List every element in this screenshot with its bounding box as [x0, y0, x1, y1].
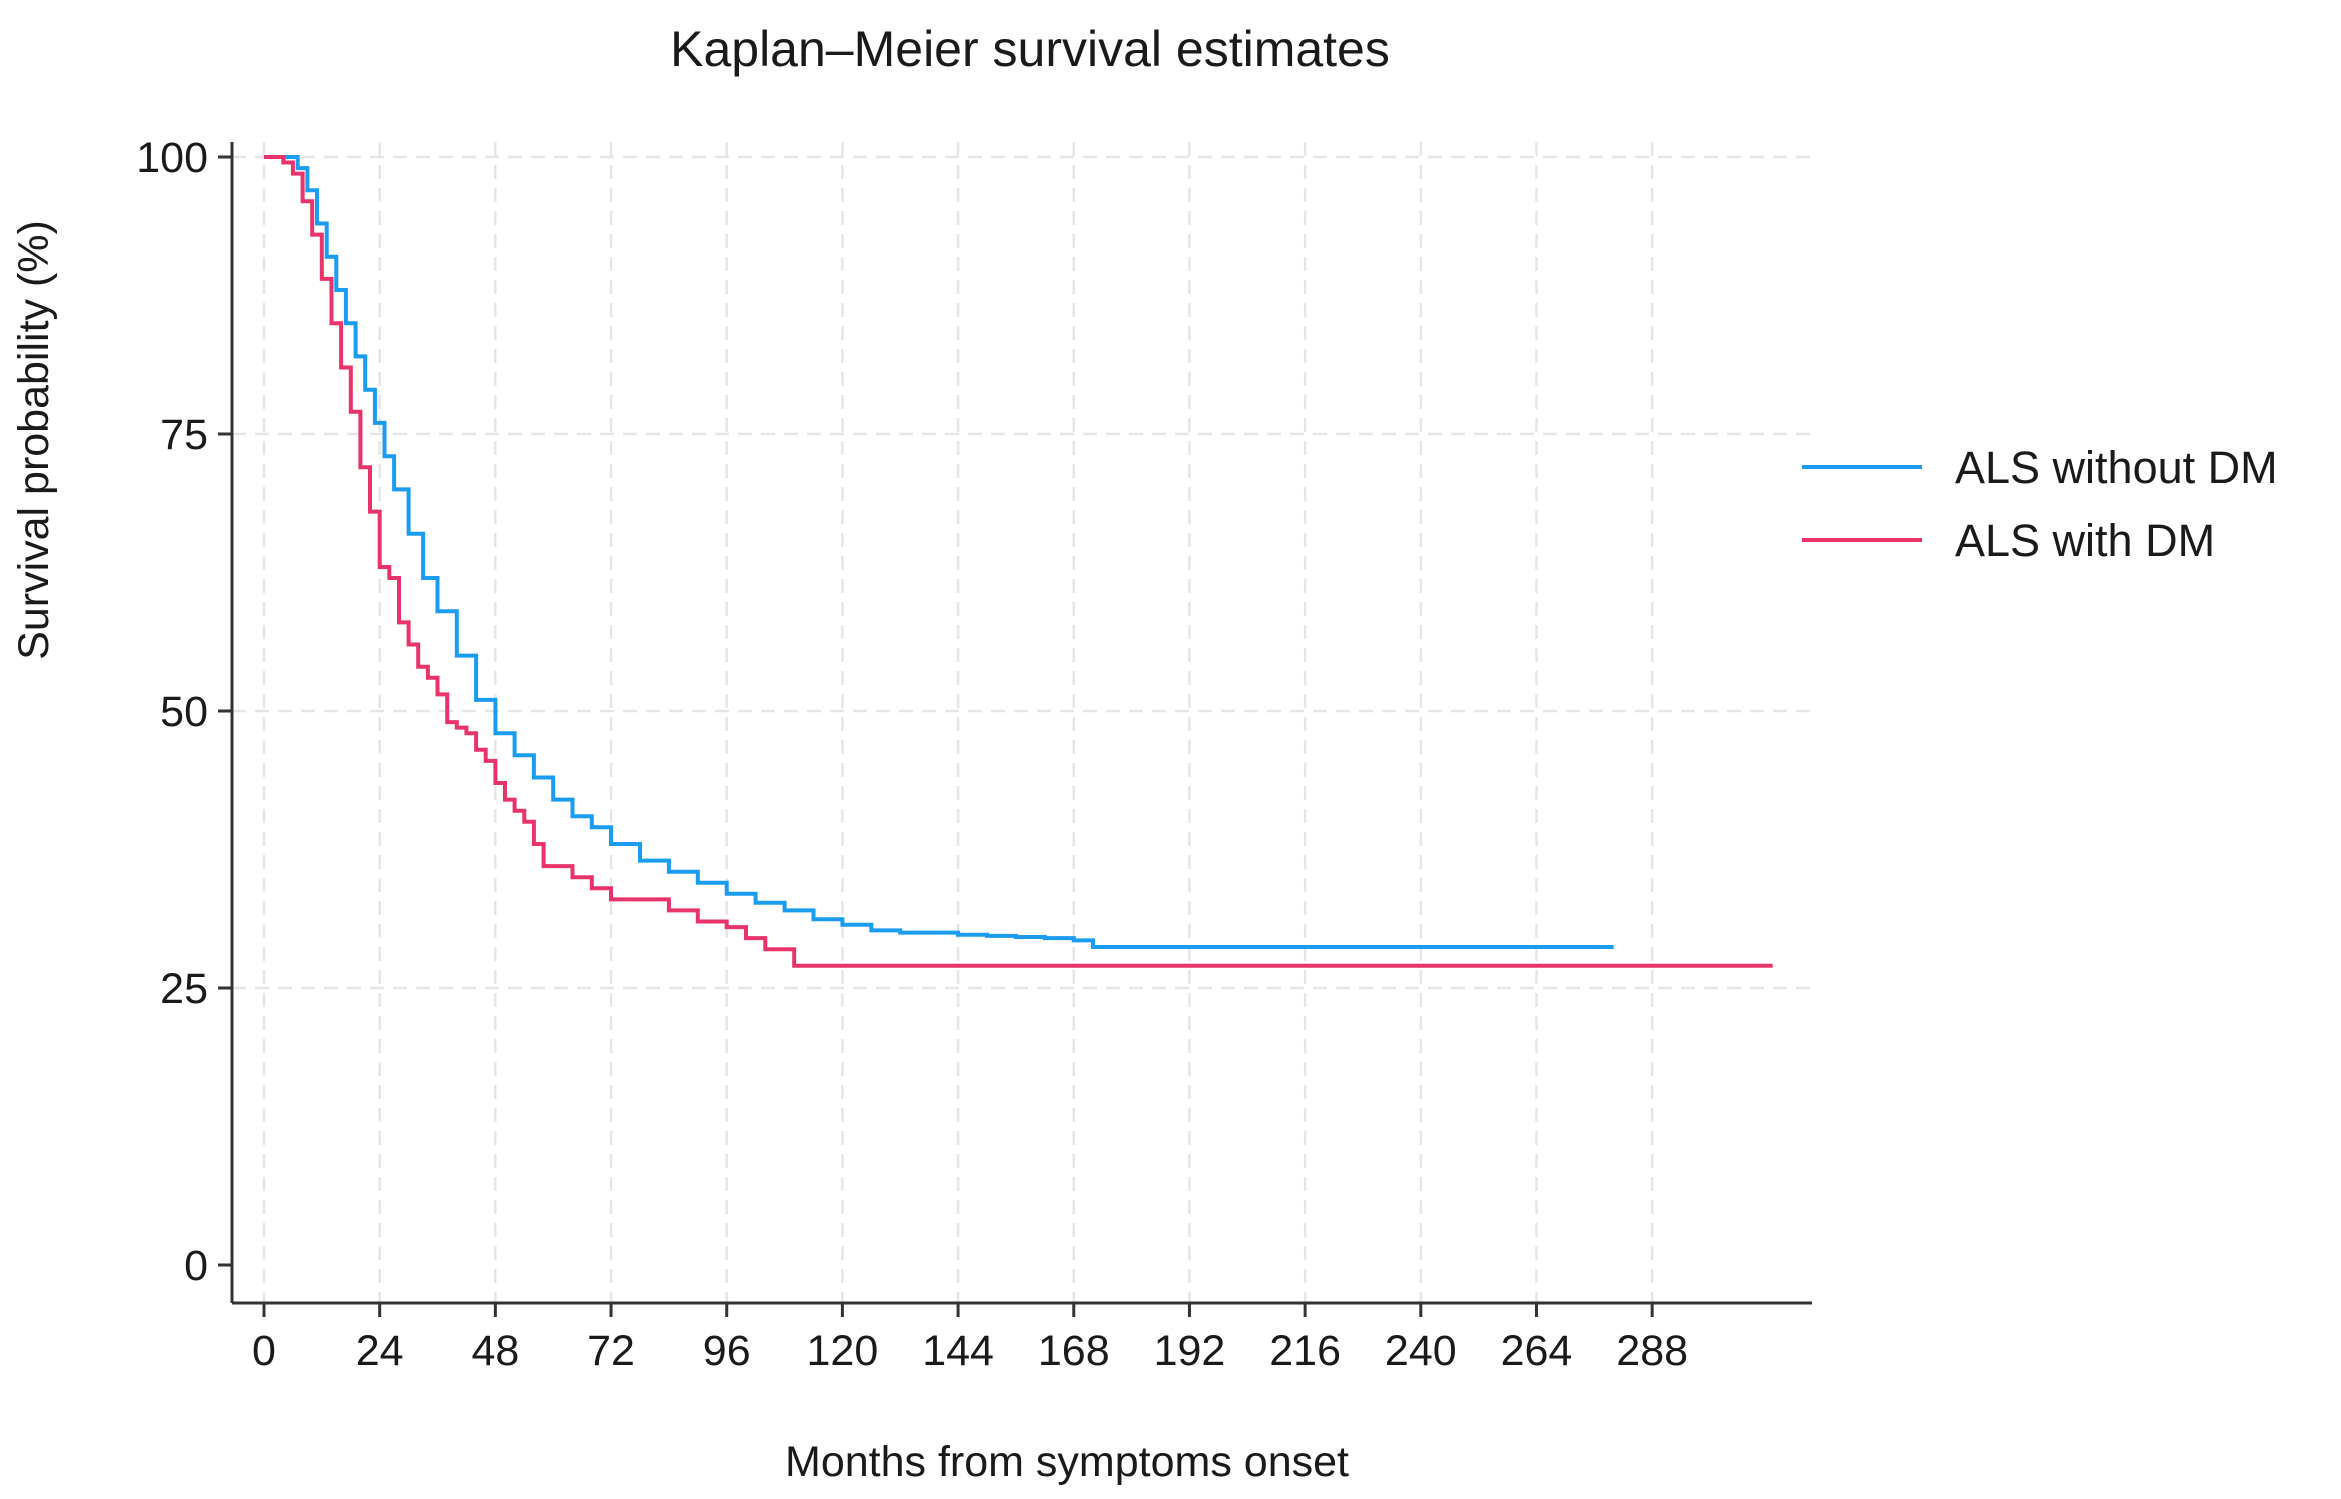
y-tick-label: 75: [160, 411, 208, 459]
legend-label: ALS without DM: [1955, 442, 2278, 493]
x-tick-label: 240: [1385, 1327, 1457, 1375]
y-tick-label: 50: [160, 688, 208, 736]
x-tick-label: 144: [922, 1327, 994, 1375]
x-tick-label: 24: [356, 1327, 404, 1375]
y-tick-label: 100: [136, 134, 208, 182]
x-tick-label: 216: [1269, 1327, 1341, 1375]
x-tick-label: 288: [1616, 1327, 1688, 1375]
series-line-als-with-dm: [264, 155, 1773, 968]
series: [264, 155, 1773, 968]
x-axis-ticks: 0 24 48 72 96 120 144 168 192 216 240 264 288: [252, 1303, 1688, 1375]
x-tick-label: 48: [471, 1327, 519, 1375]
x-tick-label: 120: [807, 1327, 879, 1375]
x-axis-label: Months from symptoms onset: [785, 1438, 1349, 1486]
legend: ALS without DM ALS with DM: [1802, 442, 2278, 566]
y-tick-label: 25: [160, 965, 208, 1013]
series-line-als-without-dm: [264, 155, 1614, 949]
x-tick-label: 72: [587, 1327, 635, 1375]
x-tick-label: 192: [1154, 1327, 1226, 1375]
x-tick-label: 96: [703, 1327, 751, 1375]
x-tick-label: 0: [252, 1327, 276, 1375]
y-axis-label: Survival probability (%): [10, 220, 58, 660]
legend-label: ALS with DM: [1955, 515, 2215, 566]
chart-title: Kaplan–Meier survival estimates: [670, 21, 1390, 77]
y-tick-label: 0: [184, 1242, 208, 1290]
x-tick-label: 168: [1038, 1327, 1110, 1375]
x-tick-label: 264: [1501, 1327, 1573, 1375]
y-axis-ticks: 0 25 50 75 100: [136, 134, 232, 1290]
grid: [232, 142, 1812, 1303]
